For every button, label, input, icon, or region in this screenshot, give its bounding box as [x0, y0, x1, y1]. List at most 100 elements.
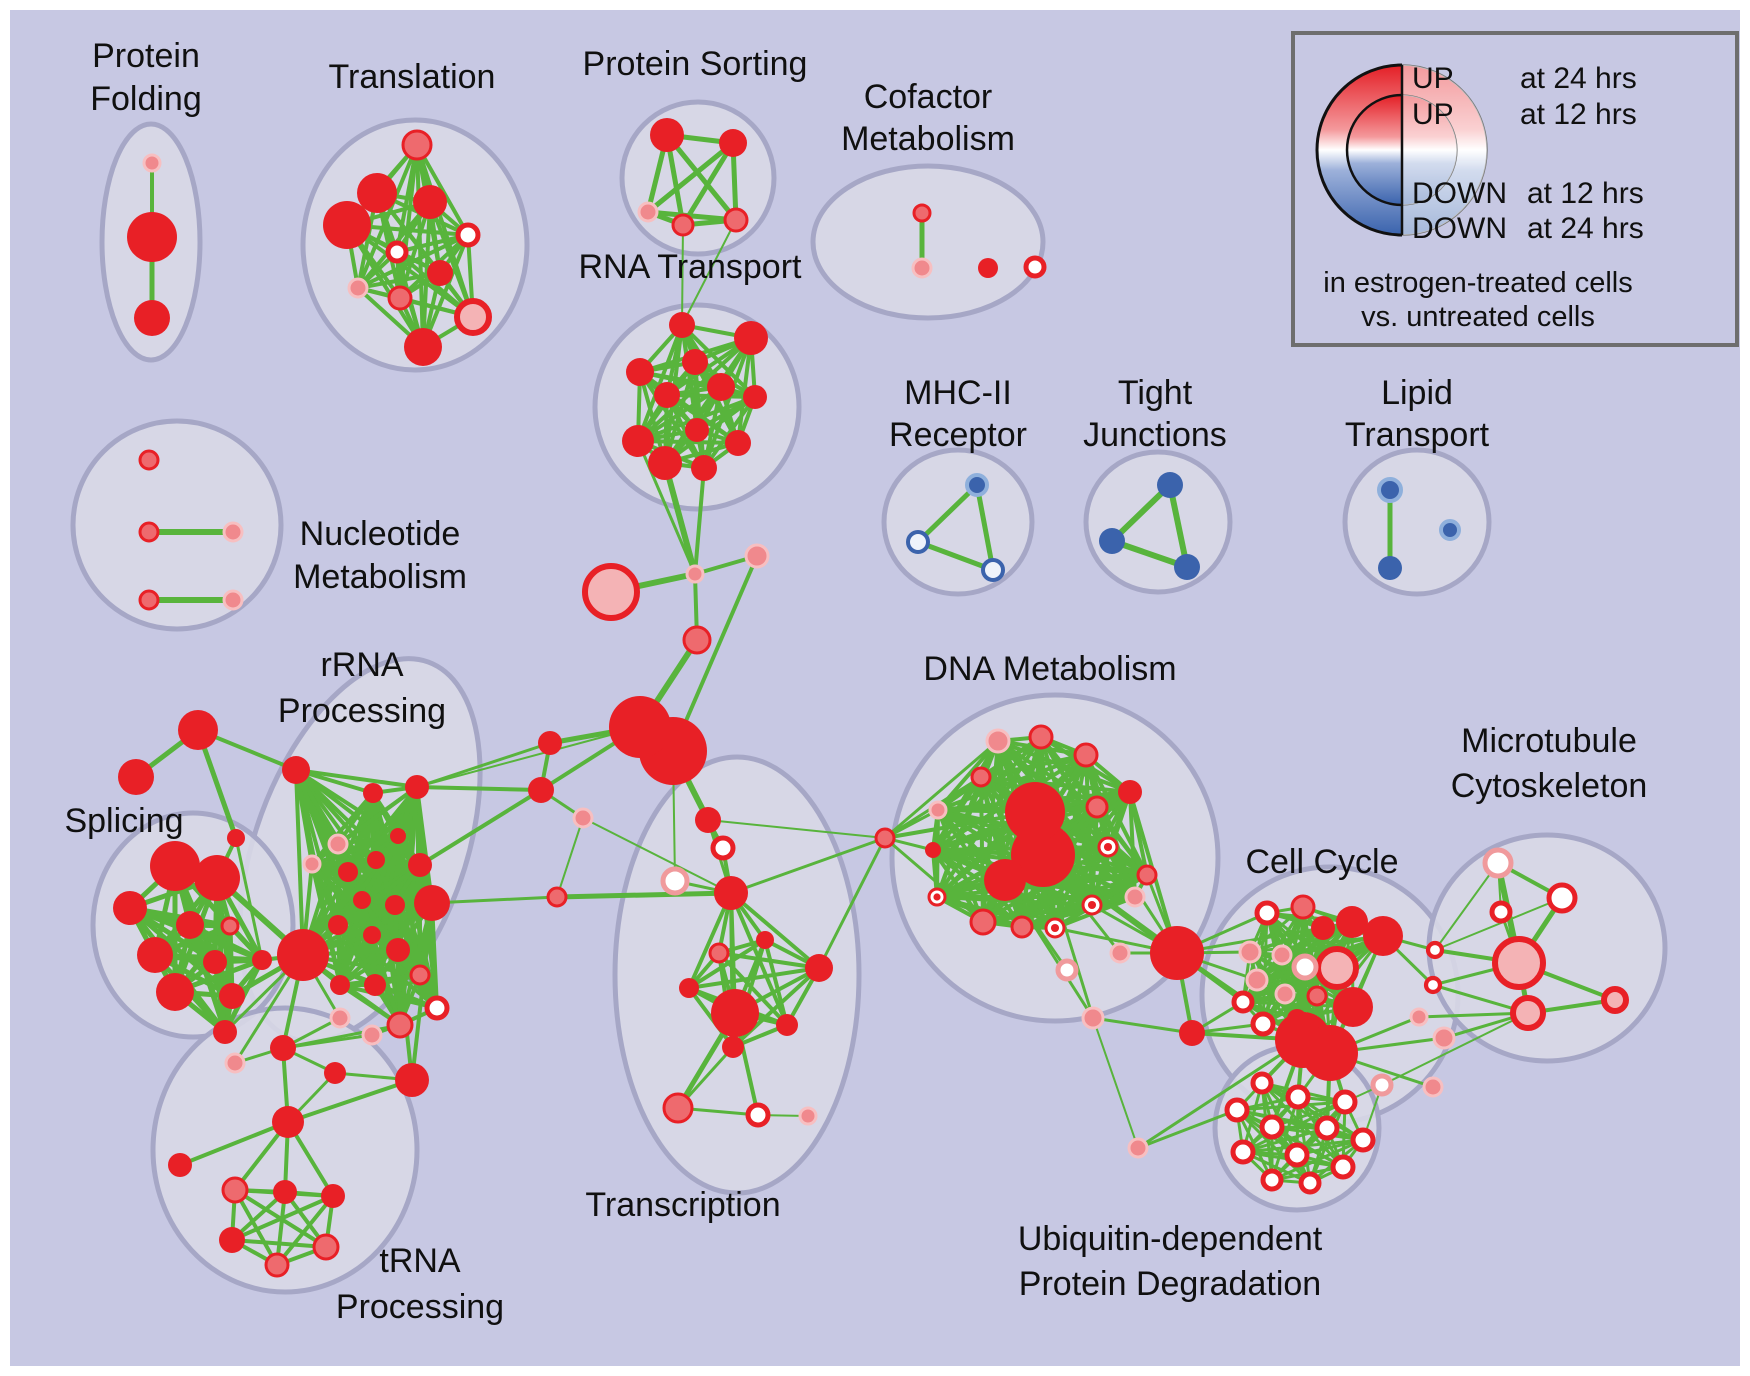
cluster-label-lipid-transport: Lipid	[1381, 374, 1453, 412]
network-edge	[1091, 1016, 1194, 1035]
cluster-shape-mhc-ii-receptor	[881, 447, 1035, 597]
network-edge	[936, 753, 1088, 812]
network-edge	[310, 791, 375, 866]
gene-node-cc10	[1231, 990, 1255, 1014]
gene-node-bh2	[1179, 1020, 1205, 1046]
gene-node-mt3	[1489, 900, 1513, 924]
cluster-label-trna-processing: Processing	[336, 1288, 504, 1326]
network-edge	[936, 739, 1000, 812]
network-edge	[1235, 1108, 1365, 1142]
network-edge	[356, 271, 442, 290]
gene-node-tx1	[695, 807, 721, 833]
legend: UP at 24 hrs UP at 12 hrs DOWN at 12 hrs DOWN a…	[1291, 31, 1739, 347]
gene-node-ccr4	[1432, 1026, 1456, 1050]
gene-node-bh	[1150, 926, 1204, 980]
gene-node-n5	[222, 589, 244, 611]
network-edge	[294, 768, 419, 789]
gene-node-mt1	[1482, 847, 1514, 879]
gene-node-cc5	[1271, 944, 1293, 966]
network-edge	[415, 785, 543, 792]
gene-node-m3	[981, 558, 1005, 582]
gene-node-cc7	[1245, 968, 1269, 992]
gene-node-mt5	[1510, 995, 1546, 1031]
network-edge	[1417, 1011, 1530, 1019]
network-edge	[275, 1194, 335, 1267]
network-edge	[681, 219, 737, 326]
gene-node-t3	[323, 201, 371, 249]
gene-node-hx2	[273, 1180, 297, 1204]
cluster-label-cofactor-metabolism: Cofactor	[864, 78, 993, 116]
legend-time-label-2: at 12 hrs	[1527, 177, 1644, 210]
cluster-label-splicing: Splicing	[64, 802, 183, 840]
cluster-shape-protein-sorting	[619, 99, 777, 257]
gene-node-r17	[330, 975, 350, 995]
cluster-label-rrna-processing: rRNA	[320, 646, 403, 684]
network-edge	[687, 986, 735, 1049]
network-edge	[662, 460, 698, 577]
gene-node-cs2	[1127, 1137, 1149, 1159]
gene-node-st1	[178, 710, 218, 750]
gene-node-mt2	[1546, 882, 1578, 914]
network-edge	[636, 323, 684, 443]
network-edge	[636, 385, 723, 443]
gene-node-r12	[353, 891, 371, 909]
network-edge	[663, 395, 757, 465]
cluster-label-mhc-ii-receptor: MHC-II	[904, 374, 1012, 412]
cluster-shape-cofactor-metabolism	[810, 163, 1046, 321]
gene-node-r1	[282, 756, 310, 784]
gene-node-u7	[1350, 1127, 1376, 1153]
cluster-label-nucleotide-metabolism: Metabolism	[293, 558, 467, 596]
network-edge	[1296, 1095, 1312, 1185]
gene-node-ccr2	[1423, 975, 1443, 995]
cluster-label-translation: Translation	[329, 58, 496, 96]
gene-node-r11	[385, 895, 405, 915]
gene-node-ps2	[719, 129, 747, 157]
network-edge	[645, 140, 736, 215]
gene-node-tx12	[722, 1036, 744, 1058]
gene-node-ccr1	[1425, 940, 1445, 960]
network-edge	[981, 895, 1137, 924]
gene-node-sp4	[176, 911, 204, 939]
network-edge	[729, 836, 887, 895]
gene-node-r7	[367, 851, 385, 869]
gene-node-cch2	[1302, 1025, 1358, 1081]
legend-direction-label-2: DOWN	[1412, 177, 1507, 210]
gene-node-r18	[364, 974, 386, 996]
gene-node-n1	[138, 449, 160, 471]
gene-node-rt11	[648, 446, 682, 480]
gene-node-ps1	[650, 118, 684, 152]
network-edge	[1248, 926, 1325, 954]
network-nodes	[113, 118, 1629, 1278]
gene-node-u5	[1259, 1114, 1285, 1140]
gene-node-dm5	[928, 800, 948, 820]
gene-node-u10	[1330, 1154, 1356, 1180]
gene-node-pf1	[142, 153, 162, 173]
network-edge	[974, 482, 996, 573]
cluster-label-ubiquitin-degradation: Ubiquitin-dependent	[1018, 1220, 1323, 1258]
gene-node-ccb1	[1336, 906, 1368, 938]
gene-node-ccr5	[1422, 1076, 1444, 1098]
network-edge	[416, 726, 641, 788]
network-edge	[1167, 482, 1190, 570]
gene-node-sp11	[213, 1020, 237, 1044]
gene-node-dm7	[925, 842, 941, 858]
network-edge	[294, 768, 305, 957]
gene-node-ps5	[723, 207, 749, 233]
cluster-label-lipid-transport: Transport	[1345, 416, 1490, 454]
gene-node-dm18	[1124, 886, 1146, 908]
gene-node-mt6	[1601, 986, 1629, 1014]
gene-node-tx5	[546, 886, 568, 908]
gene-node-m1	[965, 473, 989, 497]
network-edge	[687, 966, 821, 990]
gene-node-t5	[455, 222, 481, 248]
gene-node-n2	[138, 521, 160, 543]
network-edge	[230, 1194, 335, 1242]
cluster-shape-nucleotide-metabolism	[70, 418, 284, 632]
network-edge	[554, 890, 734, 900]
gene-node-r19	[409, 964, 431, 986]
gene-node-rt7	[743, 385, 767, 409]
gene-node-r16	[277, 929, 329, 981]
network-edge	[636, 439, 697, 576]
gene-node-cc9	[1306, 985, 1328, 1007]
